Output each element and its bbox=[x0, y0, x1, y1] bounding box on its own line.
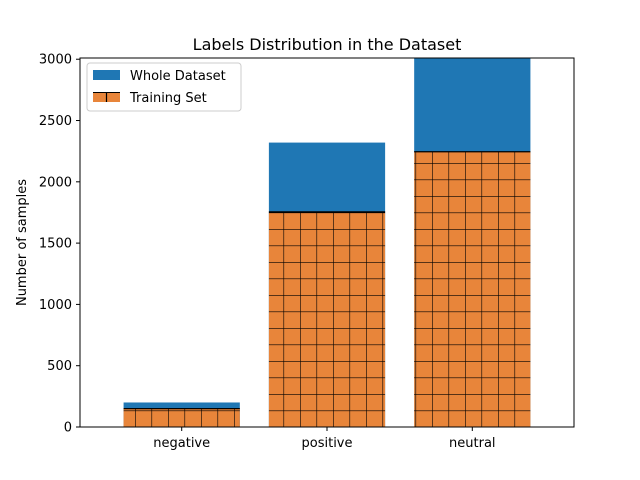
x-tick-label: neutral bbox=[449, 436, 496, 451]
bars-group bbox=[123, 58, 531, 427]
bar-training-set-positive bbox=[268, 211, 386, 427]
bar-training-set-neutral bbox=[414, 151, 531, 427]
y-tick-label: 1500 bbox=[39, 237, 72, 252]
y-tick-label: 1000 bbox=[39, 298, 72, 313]
y-tick-label: 2000 bbox=[39, 175, 72, 190]
legend-frame bbox=[86, 62, 242, 112]
y-tick-label: 500 bbox=[47, 359, 72, 374]
y-tick-label: 2500 bbox=[39, 114, 72, 129]
legend-label-training-set: Training Set bbox=[129, 91, 207, 106]
y-axis-title: Number of samples bbox=[15, 179, 30, 306]
x-tick-label: negative bbox=[153, 436, 210, 451]
x-axis: negative positive neutral bbox=[153, 427, 496, 451]
plot-area bbox=[79, 57, 575, 428]
y-tick-label: 3000 bbox=[39, 53, 72, 68]
legend: Whole Dataset Training Set bbox=[86, 62, 242, 112]
x-tick-label: positive bbox=[302, 436, 353, 451]
y-axis: 0 500 1000 1500 2000 2500 3000 bbox=[39, 53, 80, 436]
y-tick-label: 0 bbox=[64, 421, 72, 436]
legend-swatch-whole-dataset bbox=[93, 70, 120, 80]
legend-label-whole-dataset: Whole Dataset bbox=[130, 69, 226, 84]
bar-training-set-negative bbox=[123, 408, 240, 427]
chart-title: Labels Distribution in the Dataset bbox=[193, 35, 462, 54]
